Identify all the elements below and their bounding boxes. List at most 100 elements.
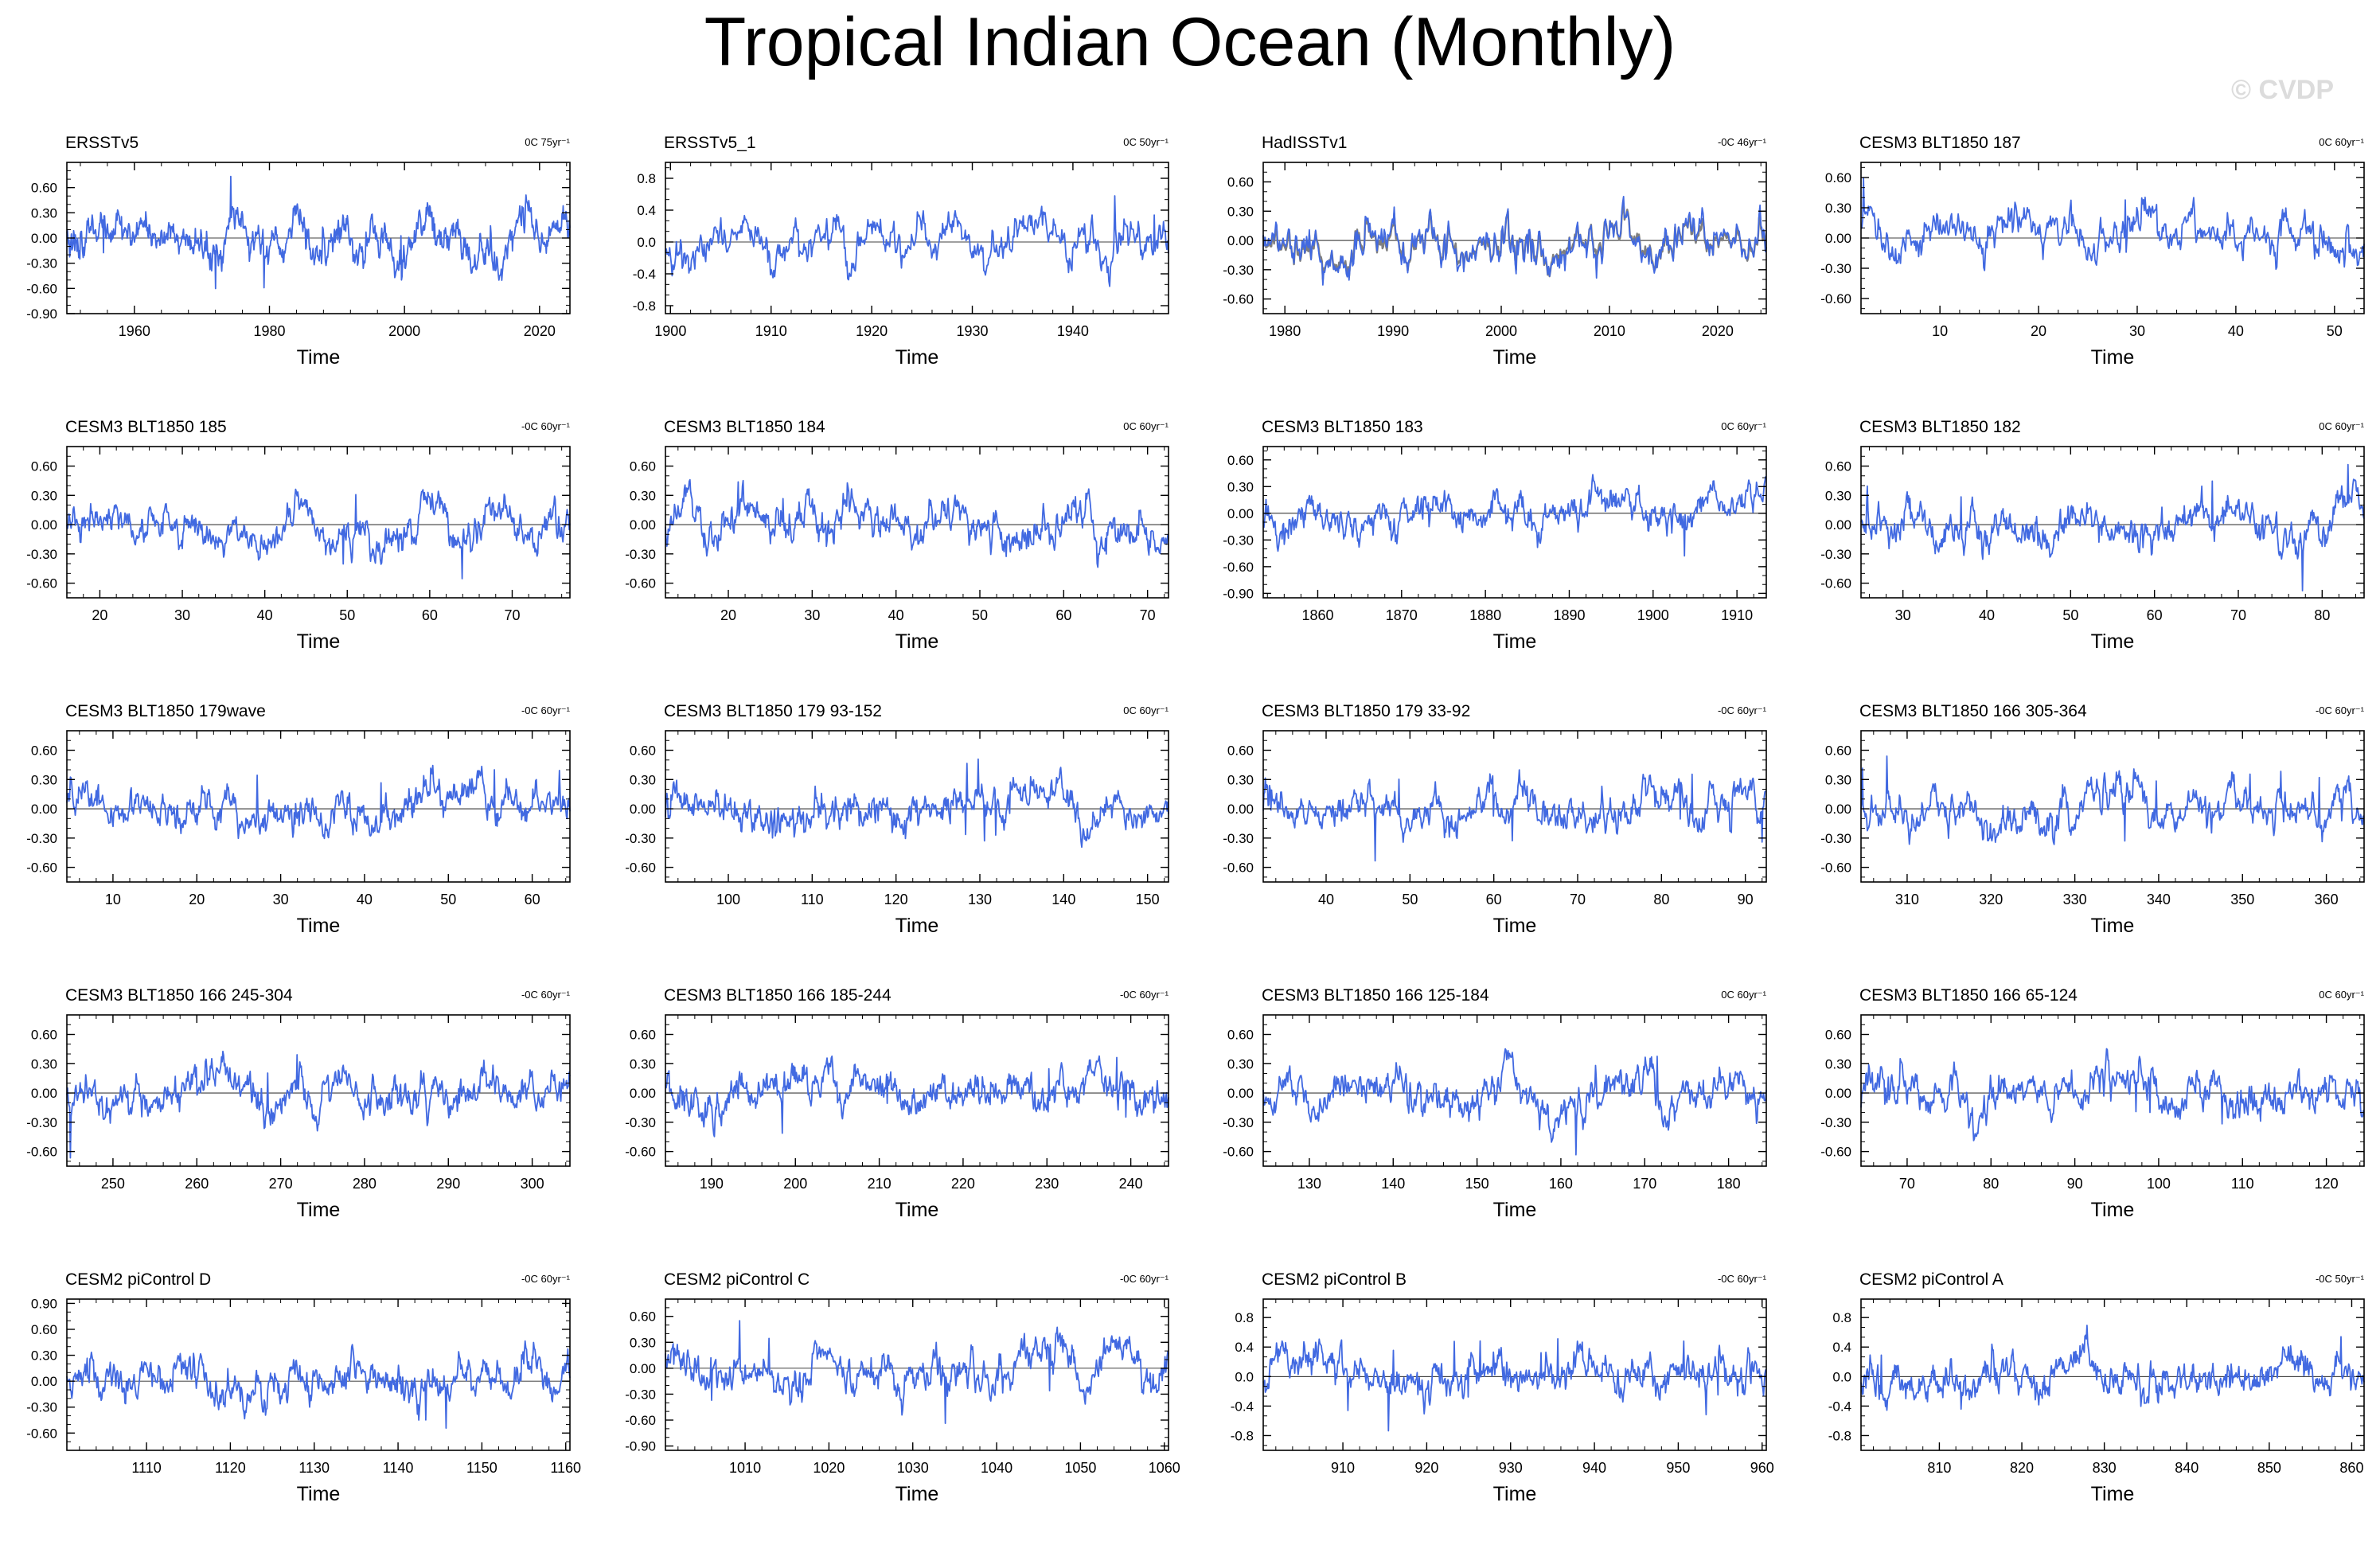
y-tick-label: 0.30 [1227, 479, 1254, 494]
y-tick-label: 0.30 [31, 772, 57, 787]
x-tick-label: 1010 [729, 1460, 761, 1476]
y-tick-label: -0.30 [625, 831, 656, 846]
panel-title: CESM3 BLT1850 166 245-304 [65, 986, 293, 1005]
x-axis-label: Time [2091, 346, 2135, 369]
y-tick-label: 0.00 [31, 1086, 57, 1101]
x-tick-label: 20 [92, 607, 107, 623]
x-tick-label: 940 [1582, 1460, 1606, 1476]
panel-title: CESM3 BLT1850 166 185-244 [664, 986, 892, 1005]
y-tick-label: -0.30 [1820, 547, 1851, 562]
x-axis-label: Time [1493, 1483, 1537, 1505]
panel-title: CESM3 BLT1850 184 [664, 418, 825, 436]
y-tick-label: 0.00 [1227, 506, 1254, 521]
x-tick-label: 50 [2062, 607, 2078, 623]
trend-label: -0C 60yr⁻¹ [521, 704, 571, 716]
y-tick-label: 0.60 [1227, 743, 1254, 759]
x-tick-label: 80 [2314, 607, 2330, 623]
y-tick-label: 0.60 [31, 1028, 57, 1043]
x-tick-label: 1030 [897, 1460, 929, 1476]
x-tick-label: 240 [1119, 1176, 1143, 1192]
y-tick-label: 0.00 [31, 1374, 57, 1389]
series-line [665, 1055, 1169, 1138]
panel-hadisstv1: HadISSTv1 -0C 46yr⁻¹ 1980 1990 2000 2010 2020 0… [1223, 134, 1768, 369]
x-axis-label: Time [1493, 1199, 1537, 1221]
y-tick-label: 0.60 [31, 181, 57, 196]
y-tick-label: 0.60 [31, 1322, 57, 1337]
trend-label: 0C 50yr⁻¹ [1123, 136, 1169, 148]
y-tick-label: 0.00 [630, 517, 656, 533]
panel-title: CESM3 BLT1850 185 [65, 418, 227, 436]
x-tick-label: 50 [1402, 892, 1418, 907]
y-tick-label: -0.30 [1820, 1115, 1851, 1130]
x-tick-label: 50 [972, 607, 988, 623]
x-tick-label: 10 [105, 892, 121, 907]
x-tick-label: 200 [783, 1176, 807, 1192]
plot-frame [1860, 1014, 2365, 1167]
y-tick-label: -0.60 [1223, 292, 1254, 307]
x-tick-label: 60 [525, 892, 540, 907]
x-axis-label: Time [297, 1483, 341, 1505]
x-tick-label: 280 [353, 1176, 377, 1192]
panel-title: CESM3 BLT1850 183 [1262, 418, 1423, 436]
y-tick-label: 0.60 [630, 743, 656, 759]
y-tick-label: -0.30 [1223, 1115, 1254, 1130]
x-tick-label: 140 [1051, 892, 1075, 907]
x-tick-label: 60 [1486, 892, 1502, 907]
panel-cesm3-blt1850-184: CESM3 BLT1850 184 0C 60yr⁻¹ 20 30 40 50 60 70 0.… [625, 418, 1169, 653]
x-tick-label: 1060 [1149, 1460, 1180, 1476]
x-tick-label: 40 [2228, 323, 2244, 339]
plot-frame [66, 1298, 571, 1451]
x-axis-label: Time [895, 630, 939, 653]
x-tick-label: 860 [2339, 1460, 2363, 1476]
y-tick-label: -0.30 [26, 256, 57, 271]
x-tick-label: 190 [700, 1176, 724, 1192]
x-tick-label: 1910 [755, 323, 787, 339]
y-tick-label: -0.60 [26, 860, 57, 876]
y-tick-label: 0.30 [1227, 204, 1254, 219]
plot-frame [66, 730, 571, 883]
x-tick-label: 20 [189, 892, 205, 907]
x-tick-label: 150 [1465, 1176, 1489, 1192]
panel-cesm3-blt1850-166-125-184: CESM3 BLT1850 166 125-184 0C 60yr⁻¹ 130 140… [1223, 986, 1767, 1221]
panel-ersstv5-1: ERSSTv5_1 0C 50yr⁻¹ 1900 1910 1920 1930 1940 0.… [633, 134, 1169, 369]
plot-frame [1262, 1014, 1767, 1167]
x-tick-label: 320 [1979, 892, 2003, 907]
y-tick-label: 0.60 [1227, 175, 1254, 190]
y-tick-label: -0.30 [1820, 831, 1851, 846]
panel-title: CESM3 BLT1850 182 [1859, 418, 2021, 436]
x-tick-label: 150 [1136, 892, 1160, 907]
panel-cesm2-picontrol-b: CESM2 piControl B -0C 60yr⁻¹ 910 920 930 940 9… [1231, 1270, 1774, 1505]
y-tick-label: 0.00 [31, 517, 57, 533]
y-tick-label: 0.30 [1825, 772, 1851, 787]
x-tick-label: 180 [1717, 1176, 1741, 1192]
y-tick-label: 0.60 [630, 459, 656, 474]
x-tick-label: 2000 [1485, 323, 1517, 339]
x-tick-label: 100 [716, 892, 740, 907]
y-tick-label: -0.60 [26, 281, 57, 296]
y-tick-label: 0.8 [637, 171, 656, 186]
y-tick-label: 0.60 [1825, 170, 1851, 185]
y-tick-label: 0.30 [1227, 772, 1254, 787]
series-line [66, 1340, 571, 1429]
y-tick-label: 0.30 [1825, 488, 1851, 503]
trend-label: -0C 60yr⁻¹ [521, 420, 571, 432]
series-line [66, 175, 571, 290]
y-tick-label: -0.30 [26, 831, 57, 846]
x-axis-label: Time [2091, 1199, 2135, 1221]
x-tick-label: 50 [440, 892, 456, 907]
x-tick-label: 70 [2230, 607, 2246, 623]
y-tick-label: -0.30 [1223, 263, 1254, 278]
x-tick-label: 230 [1035, 1176, 1059, 1192]
y-tick-label: 0.30 [630, 1335, 656, 1350]
y-tick-label: 0.60 [1825, 459, 1851, 474]
panel-title: CESM2 piControl C [664, 1270, 810, 1289]
y-tick-label: -0.30 [625, 1115, 656, 1130]
x-tick-label: 120 [884, 892, 908, 907]
x-tick-label: 1940 [1057, 323, 1089, 339]
y-tick-label: 0.00 [630, 1086, 656, 1101]
panel-cesm2-picontrol-d: CESM2 piControl D -0C 60yr⁻¹ 1110 1120 1130 1… [26, 1270, 581, 1505]
x-tick-label: 1980 [1269, 323, 1301, 339]
panel-title: CESM3 BLT1850 179wave [65, 702, 266, 720]
